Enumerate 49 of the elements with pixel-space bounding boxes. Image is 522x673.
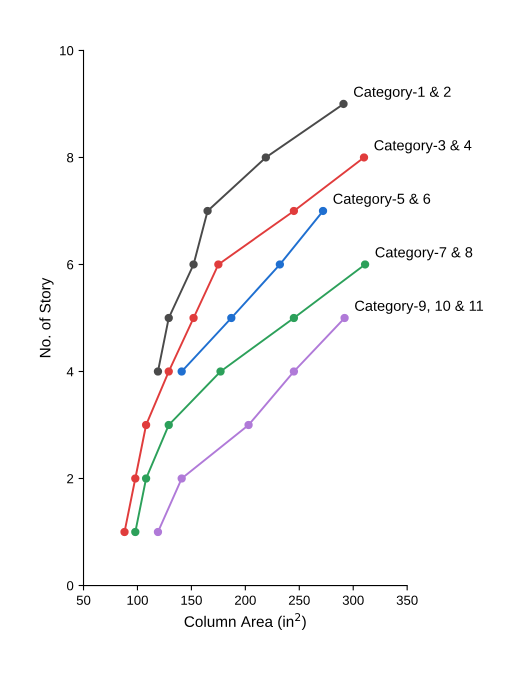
y-tick-label: 2 xyxy=(67,474,74,484)
series-label: Category-1 & 2 xyxy=(354,86,451,100)
point xyxy=(290,314,298,322)
point xyxy=(318,206,328,216)
point xyxy=(164,314,173,322)
point xyxy=(154,367,162,376)
point xyxy=(178,474,186,483)
x-tick-label: 50 xyxy=(76,596,90,605)
point xyxy=(262,153,270,162)
series-label: Category-7 & 8 xyxy=(376,247,472,260)
y-axis-title: No. of Story xyxy=(39,278,54,358)
point xyxy=(131,474,140,483)
x-tick-label: 250 xyxy=(288,596,310,605)
point xyxy=(154,528,162,536)
y-tick-label: 0 xyxy=(66,581,74,590)
point xyxy=(227,314,236,322)
point xyxy=(276,260,284,269)
x-tick-label: 300 xyxy=(342,596,364,605)
point xyxy=(164,367,173,376)
x-tick-label: 100 xyxy=(127,596,148,605)
x-axis-title: Column Area (in$^{2}$) xyxy=(184,613,306,630)
point xyxy=(131,528,140,536)
series-label: Category-3 & 4 xyxy=(374,140,472,154)
series-label: Category-5 & 6 xyxy=(333,194,430,207)
point xyxy=(340,314,349,322)
point xyxy=(290,206,298,216)
point xyxy=(189,314,198,322)
point xyxy=(360,260,370,269)
y-tick-label: 4 xyxy=(66,367,74,376)
point xyxy=(142,420,150,430)
point xyxy=(214,260,223,269)
point xyxy=(142,474,150,483)
point xyxy=(178,367,186,376)
point xyxy=(120,528,129,536)
x-tick-label: 150 xyxy=(181,596,202,605)
point xyxy=(339,100,348,108)
point xyxy=(189,260,198,269)
point xyxy=(244,420,253,430)
point xyxy=(216,367,225,376)
point xyxy=(360,153,368,162)
point xyxy=(164,420,173,430)
point xyxy=(290,367,298,376)
y-tick-label: 8 xyxy=(67,153,74,162)
x-tick-label: 350 xyxy=(396,596,418,605)
point xyxy=(203,206,212,216)
x-tick-label: 200 xyxy=(235,596,256,605)
y-tick-label: 10 xyxy=(60,46,74,56)
y-tick-label: 6 xyxy=(67,260,74,270)
series-label: Category-9, 10 & 11 xyxy=(355,300,484,314)
